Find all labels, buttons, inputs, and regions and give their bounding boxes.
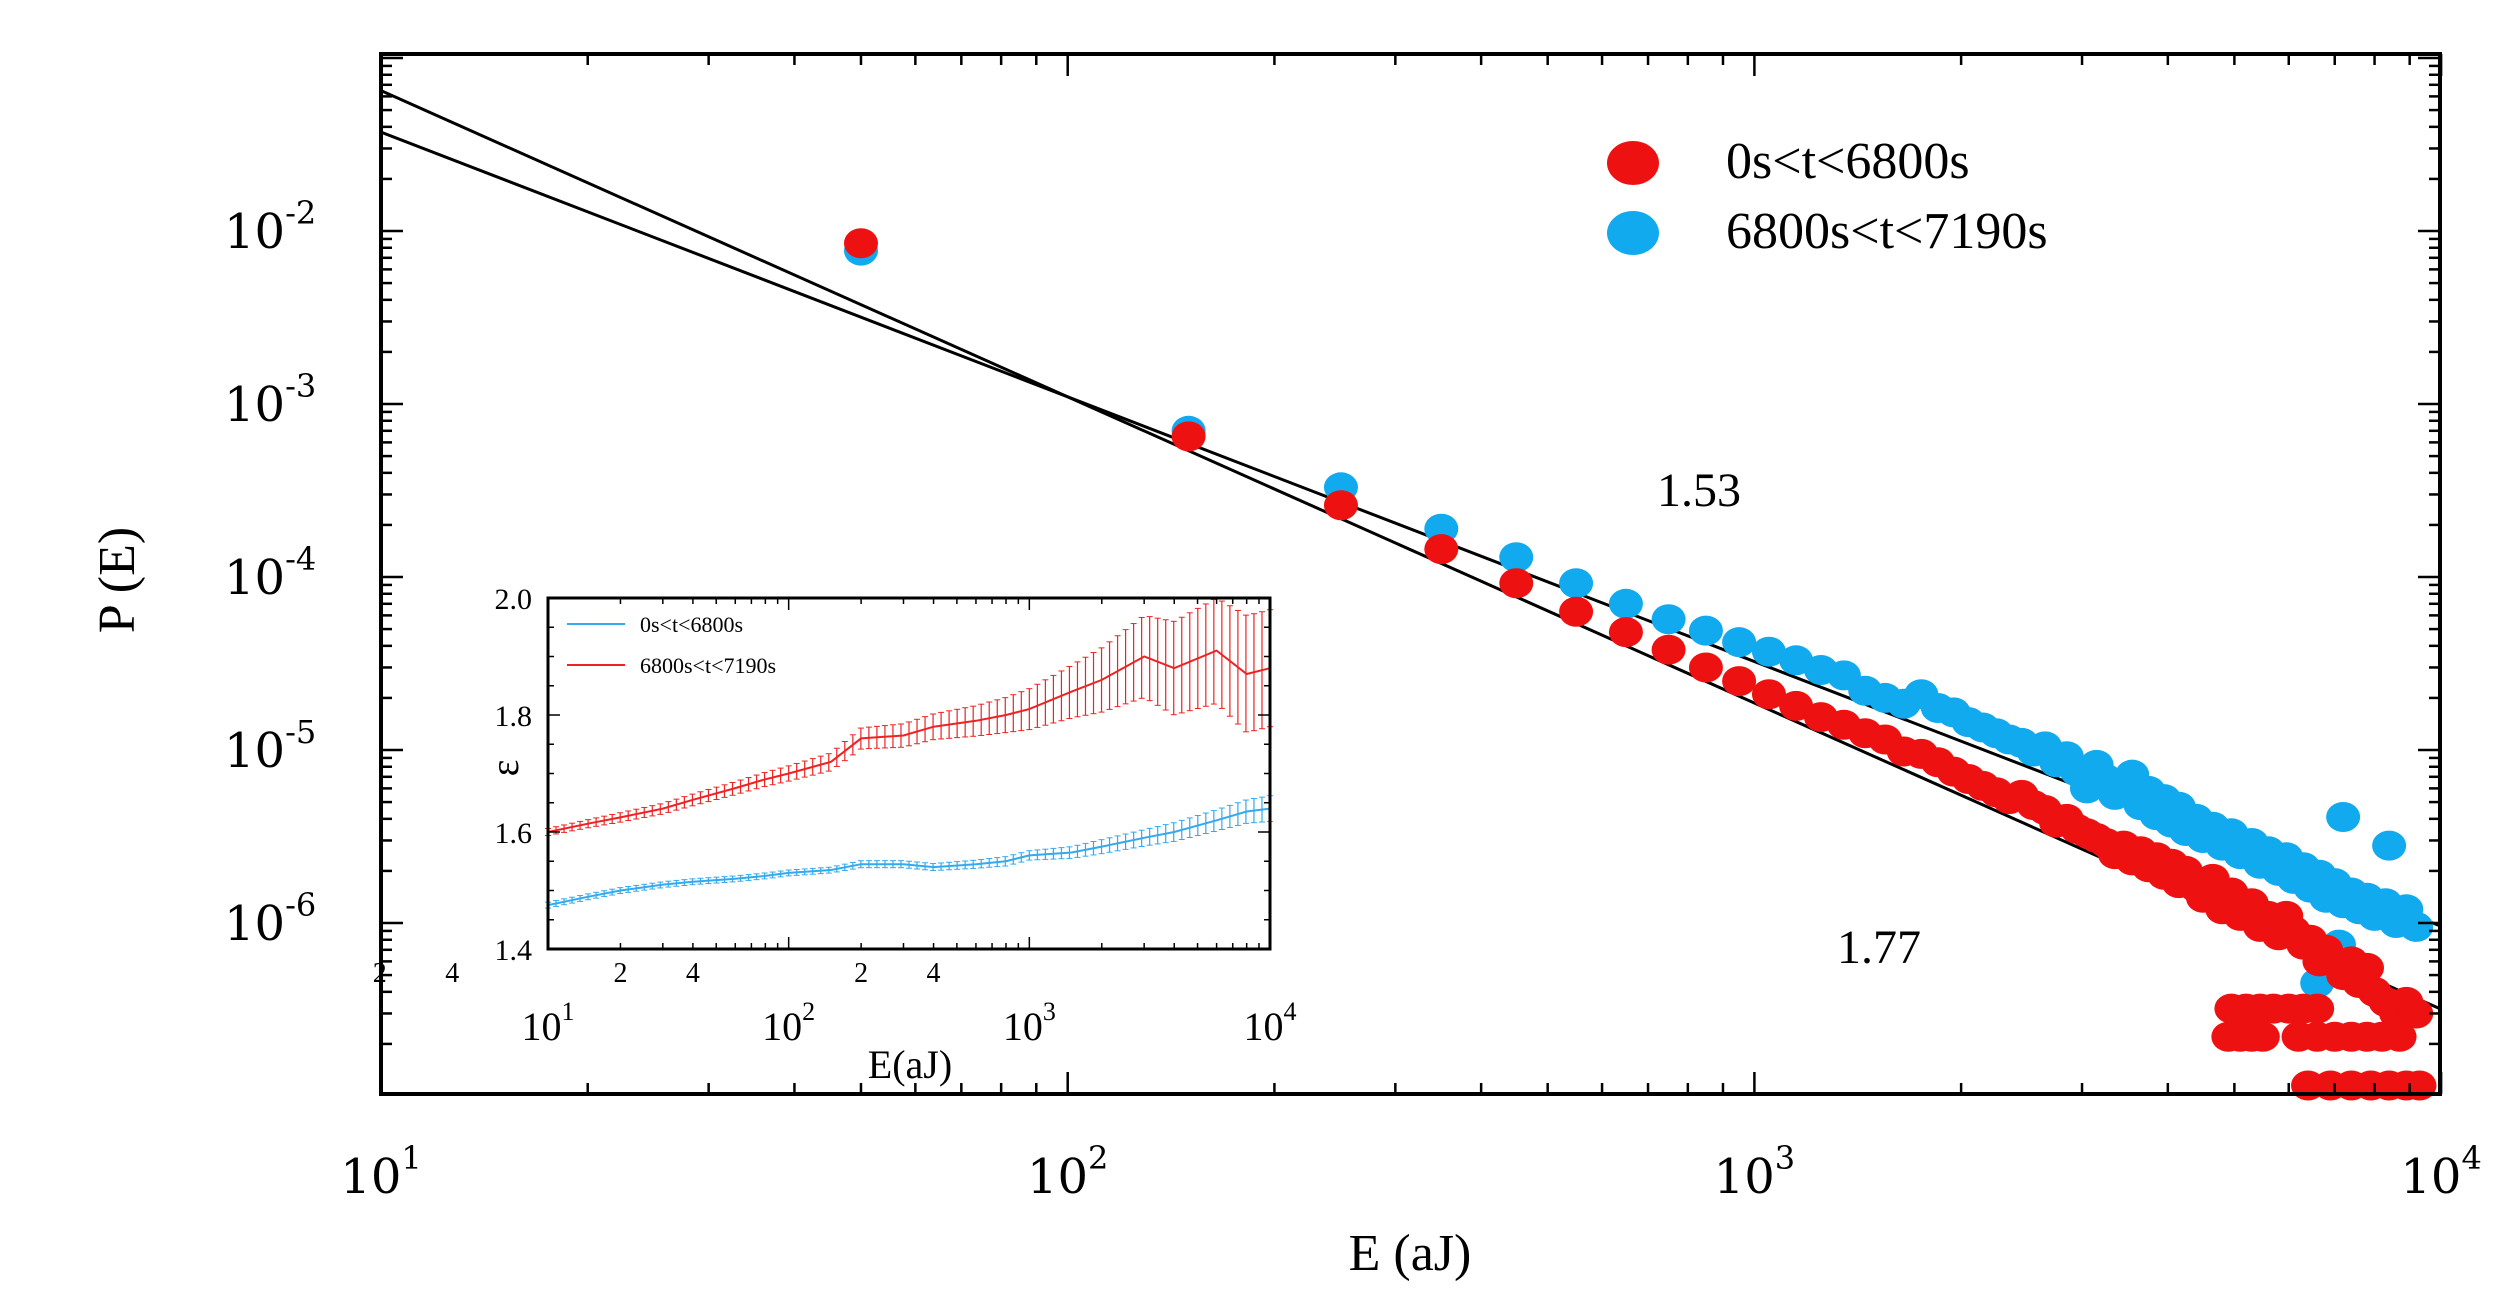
x-tick-label-exponent: 4 bbox=[2461, 1139, 2481, 1177]
inset-background bbox=[548, 598, 1270, 949]
x-tick-label-exponent: 1 bbox=[401, 1139, 421, 1177]
inset-x-tick-label: 103 bbox=[1003, 997, 1056, 1049]
point-red-86 bbox=[2382, 1021, 2417, 1052]
point-red-5 bbox=[1559, 596, 1594, 627]
inset-x-minor-label: 2 bbox=[854, 958, 868, 989]
y-tick-label-exponent: -6 bbox=[285, 886, 316, 924]
point-blue-5 bbox=[1559, 568, 1594, 599]
x-axis-title: E (aJ) bbox=[1349, 1225, 1472, 1282]
point-blue-8 bbox=[1688, 615, 1723, 646]
point-blue-71 bbox=[2300, 967, 2335, 998]
point-blue-9 bbox=[1722, 627, 1757, 658]
inset-series-line-red bbox=[547, 649, 1271, 833]
point-red-6 bbox=[1608, 617, 1643, 648]
inset-legend: 0s<t<6800s 6800s<t<7190s bbox=[567, 612, 776, 678]
x-tick-label: 101 bbox=[340, 1139, 421, 1205]
inset-x-axis-title: E(aJ) bbox=[868, 1042, 952, 1087]
point-red-63 bbox=[2350, 952, 2385, 983]
inset-x-minor-label: 4 bbox=[927, 958, 941, 989]
inset-x-minor-label: 4 bbox=[445, 958, 459, 989]
point-red-7 bbox=[1651, 634, 1686, 665]
point-red-8 bbox=[1688, 652, 1723, 683]
inset-x-tick-label-exponent: 3 bbox=[1043, 997, 1056, 1026]
inset-y-tick-label: 2.0 bbox=[495, 583, 533, 616]
x-tick-label: 104 bbox=[2400, 1139, 2481, 1205]
point-blue-69 bbox=[2326, 801, 2361, 832]
inset-axis-ticks bbox=[547, 597, 1271, 950]
slope-label-1-53: 1.53 bbox=[1657, 464, 1741, 517]
legend-entry-6800s-7190s: 6800s<t<7190s bbox=[1607, 203, 2048, 260]
y-tick-label: 10-6 bbox=[224, 886, 316, 952]
point-blue-70 bbox=[2372, 830, 2407, 861]
inset-x-minor-label: 2 bbox=[373, 958, 387, 989]
point-blue-4 bbox=[1499, 542, 1534, 573]
inset-x-tick-label: 101 bbox=[522, 997, 575, 1049]
inset-x-tick-label: 102 bbox=[762, 997, 815, 1049]
x-tick-label: 102 bbox=[1027, 1139, 1108, 1205]
inset-legend-label-0s-6800s: 0s<t<6800s bbox=[640, 612, 743, 637]
point-red-72 bbox=[2245, 1021, 2280, 1052]
y-axis-title: P (E) bbox=[89, 527, 146, 633]
x-tick-label: 103 bbox=[1714, 1139, 1795, 1205]
inset-y-tick-label: 1.6 bbox=[495, 817, 533, 850]
point-red-10 bbox=[1751, 679, 1786, 710]
legend-entry-0s-6800s: 0s<t<6800s bbox=[1607, 133, 1970, 190]
inset-x-minor-label: 2 bbox=[613, 958, 627, 989]
inset-legend-label-6800s-7190s: 6800s<t<7190s bbox=[640, 653, 776, 678]
inset-x-tick-label-exponent: 2 bbox=[802, 997, 815, 1026]
y-tick-label: 10-4 bbox=[224, 540, 316, 606]
inset-x-tick-label: 104 bbox=[1244, 997, 1297, 1049]
y-tick-label-exponent: -5 bbox=[285, 713, 316, 751]
point-blue-7 bbox=[1651, 604, 1686, 635]
y-tick-label: 10-2 bbox=[224, 194, 316, 260]
inset-y-tick-label: 1.8 bbox=[495, 700, 533, 733]
y-tick-label-exponent: -4 bbox=[285, 540, 316, 578]
legend: 0s<t<6800s 6800s<t<7190s bbox=[1607, 133, 2048, 260]
inset-x-tick-label-exponent: 4 bbox=[1284, 997, 1297, 1026]
legend-marker-red bbox=[1607, 141, 1659, 185]
point-blue-10 bbox=[1751, 636, 1786, 667]
point-red-1 bbox=[1171, 421, 1206, 452]
inset-y-axis-title: ε bbox=[482, 760, 527, 777]
inset-x-tick-label-exponent: 1 bbox=[562, 997, 575, 1026]
x-tick-label-exponent: 2 bbox=[1088, 1139, 1108, 1177]
point-red-9 bbox=[1722, 666, 1757, 697]
inset-x-minor-label: 4 bbox=[686, 958, 700, 989]
y-tick-label: 10-5 bbox=[224, 713, 316, 779]
main-axis-ticks bbox=[379, 54, 2443, 1094]
y-tick-label-exponent: -2 bbox=[285, 194, 316, 232]
legend-label-6800s-7190s: 6800s<t<7190s bbox=[1726, 203, 2048, 260]
point-blue-6 bbox=[1608, 588, 1643, 619]
point-red-2 bbox=[1323, 490, 1358, 521]
legend-label-0s-6800s: 0s<t<6800s bbox=[1726, 133, 1970, 190]
x-tick-label-exponent: 3 bbox=[1775, 1139, 1795, 1177]
inset-series bbox=[545, 599, 1273, 909]
point-blue-68 bbox=[2399, 911, 2434, 942]
point-red-79 bbox=[2300, 993, 2335, 1024]
inset-y-tick-label: 1.4 bbox=[495, 934, 533, 967]
legend-marker-blue bbox=[1607, 211, 1659, 255]
main-plot-frame bbox=[379, 52, 2442, 1096]
y-tick-label-exponent: -3 bbox=[285, 367, 316, 405]
point-red-3 bbox=[1424, 534, 1459, 565]
point-red-68 bbox=[2399, 998, 2434, 1029]
point-red-0 bbox=[843, 228, 878, 259]
point-red-4 bbox=[1499, 568, 1534, 599]
y-tick-label: 10-3 bbox=[224, 367, 316, 433]
inset-chart: 1.4 1.6 1.8 2.0 2 4 2 4 2 4 101 102 103 104 0s<t<6800… bbox=[373, 583, 1297, 1087]
inset-series-line-blue bbox=[547, 807, 1271, 907]
slope-label-1-77: 1.77 bbox=[1837, 921, 1921, 974]
